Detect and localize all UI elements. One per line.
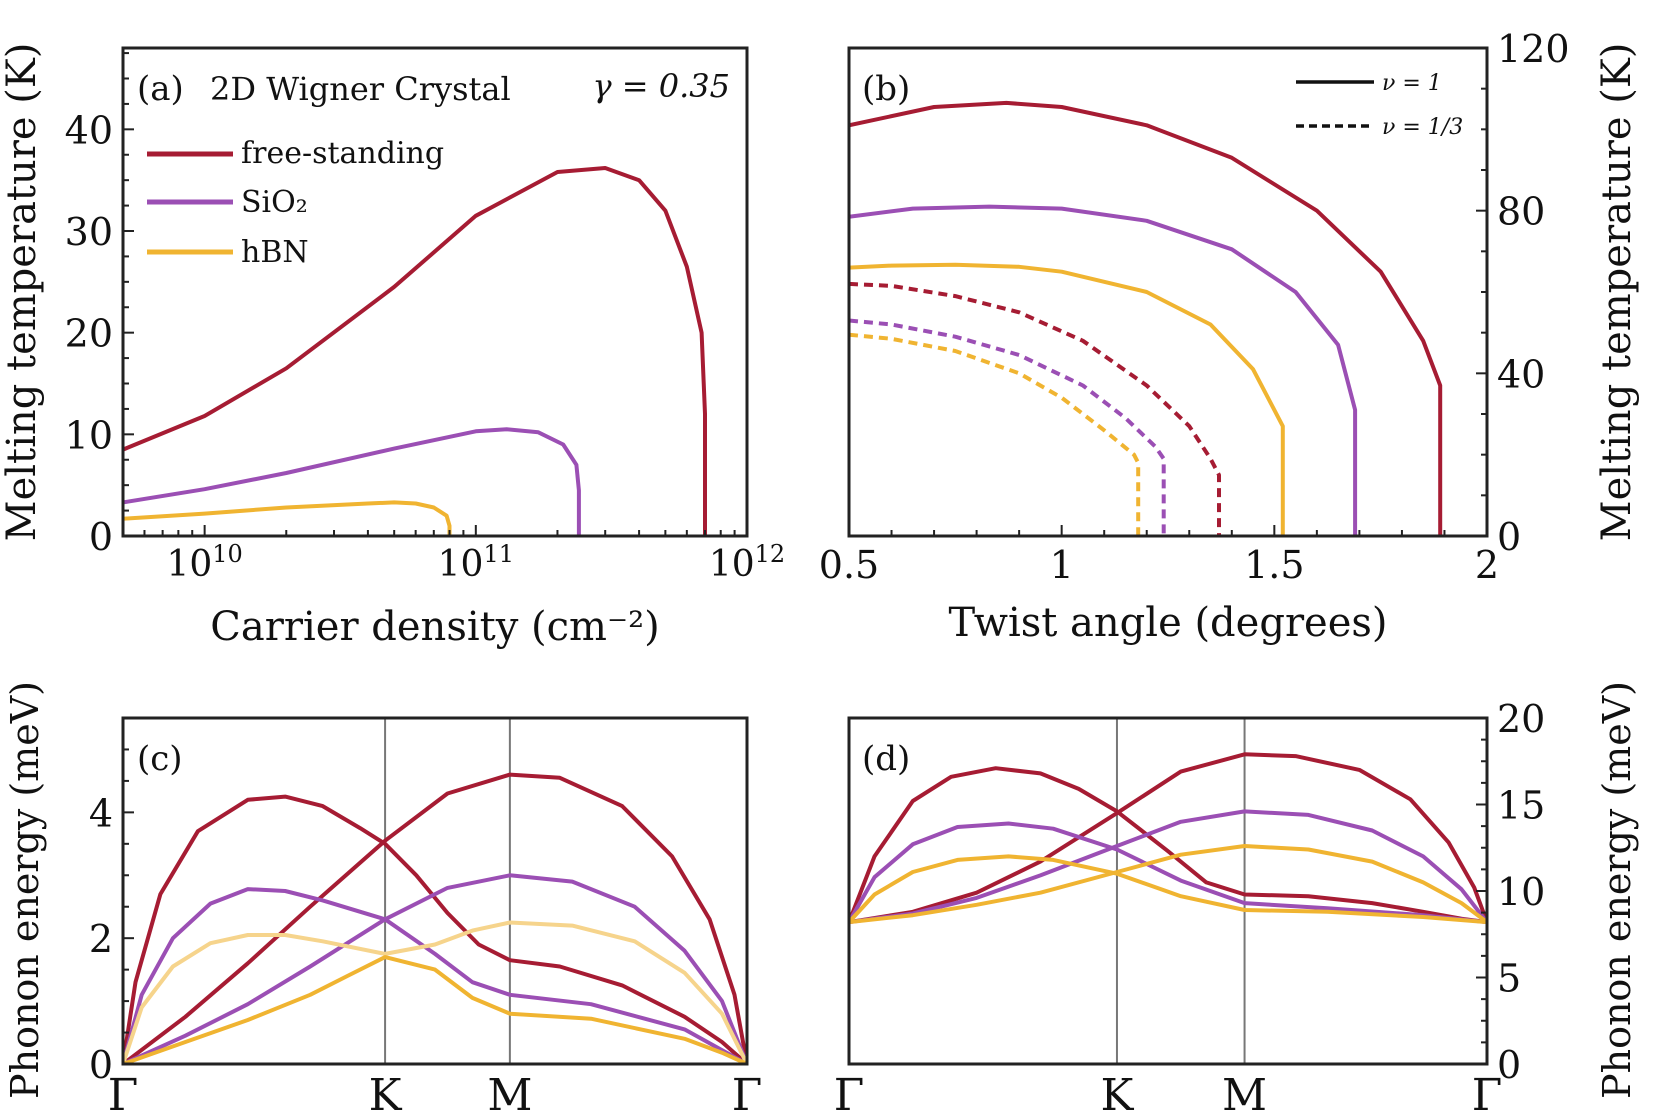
panel-a-ylabel: Melting temperature (K) [0, 43, 45, 542]
ytick-label: 0 [1497, 515, 1521, 559]
panel-c-ticks [123, 717, 134, 1065]
series-line-c-hbn-branch-1-4 [123, 920, 747, 1064]
panel-c-ylabel: Phonon energy (meV) [3, 681, 47, 1099]
series-line-b-free-standing-1-3-3 [849, 281, 1221, 536]
ytick-label: 10 [1497, 870, 1545, 914]
xtick-label: 1012 [709, 540, 785, 585]
series-line-c-sio-branch-2-3 [123, 873, 747, 1064]
ytick-label: 80 [1497, 190, 1545, 234]
series-line-b-free-standing-1-0 [849, 100, 1443, 536]
legend-label-nu-1: ν = 1 [1382, 71, 1442, 96]
kpoint-label-0: Γ [108, 1070, 139, 1120]
legend-label-free-standing: free-standing [241, 136, 444, 171]
panel-c-frame [121, 716, 749, 1066]
panel-b-label: (b) [862, 69, 910, 109]
series-line-a-sio-1 [123, 427, 581, 536]
legend-label-nu-1-3: ν = 1/3 [1382, 115, 1463, 140]
series-line-d-sio-branch-2-3 [849, 809, 1487, 925]
series-line-d-free-standing-branch-1-0 [849, 766, 1487, 925]
series-line-c-hbn-branch-2-5 [123, 955, 747, 1064]
series-line-b-sio-1-1 [849, 204, 1358, 536]
panel-b: (b) ν = 1 ν = 1/3 Twist angle (degrees) … [819, 27, 1640, 646]
series-line-b-sio-1-3-4 [849, 318, 1166, 536]
series-line-b-hbn-1-3-5 [849, 332, 1141, 536]
panel-d-ylabel: Phonon energy (meV) [1595, 681, 1639, 1099]
ytick-label: 5 [1497, 957, 1521, 1001]
series-line-b-hbn-1-2 [849, 262, 1285, 536]
legend-label-hbn: hBN [241, 235, 309, 270]
ytick-label: 0 [89, 515, 113, 559]
series-line-d-hbn-branch-1-4 [849, 854, 1487, 925]
kpoint-label-0: Γ [834, 1070, 865, 1120]
xtick-label: 1011 [438, 540, 514, 585]
ytick-label: 4 [89, 791, 113, 835]
xtick-label: 1 [1050, 543, 1074, 587]
ytick-label: 40 [1497, 352, 1545, 396]
series-line-c-sio-branch-1-2 [123, 887, 747, 1064]
panel-d-ticks [1476, 717, 1487, 1065]
panel-c-label: (c) [137, 739, 183, 779]
panel-b-series [849, 100, 1443, 536]
ytick-label: 0 [1497, 1043, 1521, 1087]
xtick-label: 0.5 [819, 543, 879, 587]
legend-label-sio2: SiO₂ [241, 185, 308, 220]
panel-a-label: (a) [137, 69, 184, 109]
ytick-label: 20 [1497, 697, 1545, 741]
ytick-label: 120 [1497, 27, 1570, 71]
ytick-label: 10 [65, 413, 113, 457]
series-line-d-sio-branch-1-2 [849, 821, 1487, 925]
kpoint-label-1: K [369, 1070, 403, 1120]
ytick-label: 15 [1497, 784, 1545, 828]
panel-d-series [849, 752, 1487, 925]
panel-b-ylabel: Melting temperature (K) [1594, 43, 1640, 542]
panel-c-kpoint-lines [384, 718, 511, 1064]
ytick-label: 2 [89, 917, 113, 961]
xtick-label: 1.5 [1244, 543, 1304, 587]
series-line-c-free-standing-branch-1-0 [123, 794, 747, 1064]
kpoint-label-2: M [1222, 1070, 1267, 1120]
xtick-label: 1010 [166, 540, 242, 585]
panel-a-frame [121, 46, 749, 538]
panel-b-xlabel: Twist angle (degrees) [948, 600, 1387, 646]
ytick-label: 30 [65, 210, 113, 254]
ytick-label: 0 [89, 1043, 113, 1087]
panel-a-title: 2D Wigner Crystal [210, 70, 511, 108]
panel-c-series [123, 772, 747, 1064]
panel-b-legend: ν = 1 ν = 1/3 [1296, 71, 1463, 140]
panel-a-xlabel: Carrier density (cm⁻²) [210, 604, 659, 650]
panel-a-legend: free-standing SiO₂ hBN [147, 136, 444, 270]
kpoint-label-2: M [487, 1070, 532, 1120]
series-line-c-free-standing-branch-2-1 [123, 772, 747, 1064]
panel-b-ticks [848, 47, 1488, 537]
panel-d-kpoint-lines [1115, 718, 1246, 1064]
series-line-d-hbn-branch-2-5 [849, 844, 1487, 925]
panel-a: (a) 2D Wigner Crystal γ = 0.35 free-stan… [0, 43, 785, 650]
ytick-label: 40 [65, 108, 113, 152]
panel-a-gamma-annotation: γ = 0.35 [592, 67, 730, 105]
kpoint-label-3: Γ [732, 1070, 763, 1120]
panel-a-ticks [122, 52, 748, 537]
series-line-a-hbn-2 [123, 500, 452, 536]
xtick-label: 2 [1475, 543, 1499, 587]
kpoint-label-1: K [1101, 1070, 1135, 1120]
series-line-d-free-standing-branch-2-1 [849, 752, 1487, 925]
series-line-a-free-standing-0 [123, 166, 707, 536]
panel-d-label: (d) [862, 739, 910, 779]
kpoint-label-3: Γ [1472, 1070, 1503, 1120]
ytick-label: 20 [65, 312, 113, 356]
panel-a-series [123, 166, 707, 536]
